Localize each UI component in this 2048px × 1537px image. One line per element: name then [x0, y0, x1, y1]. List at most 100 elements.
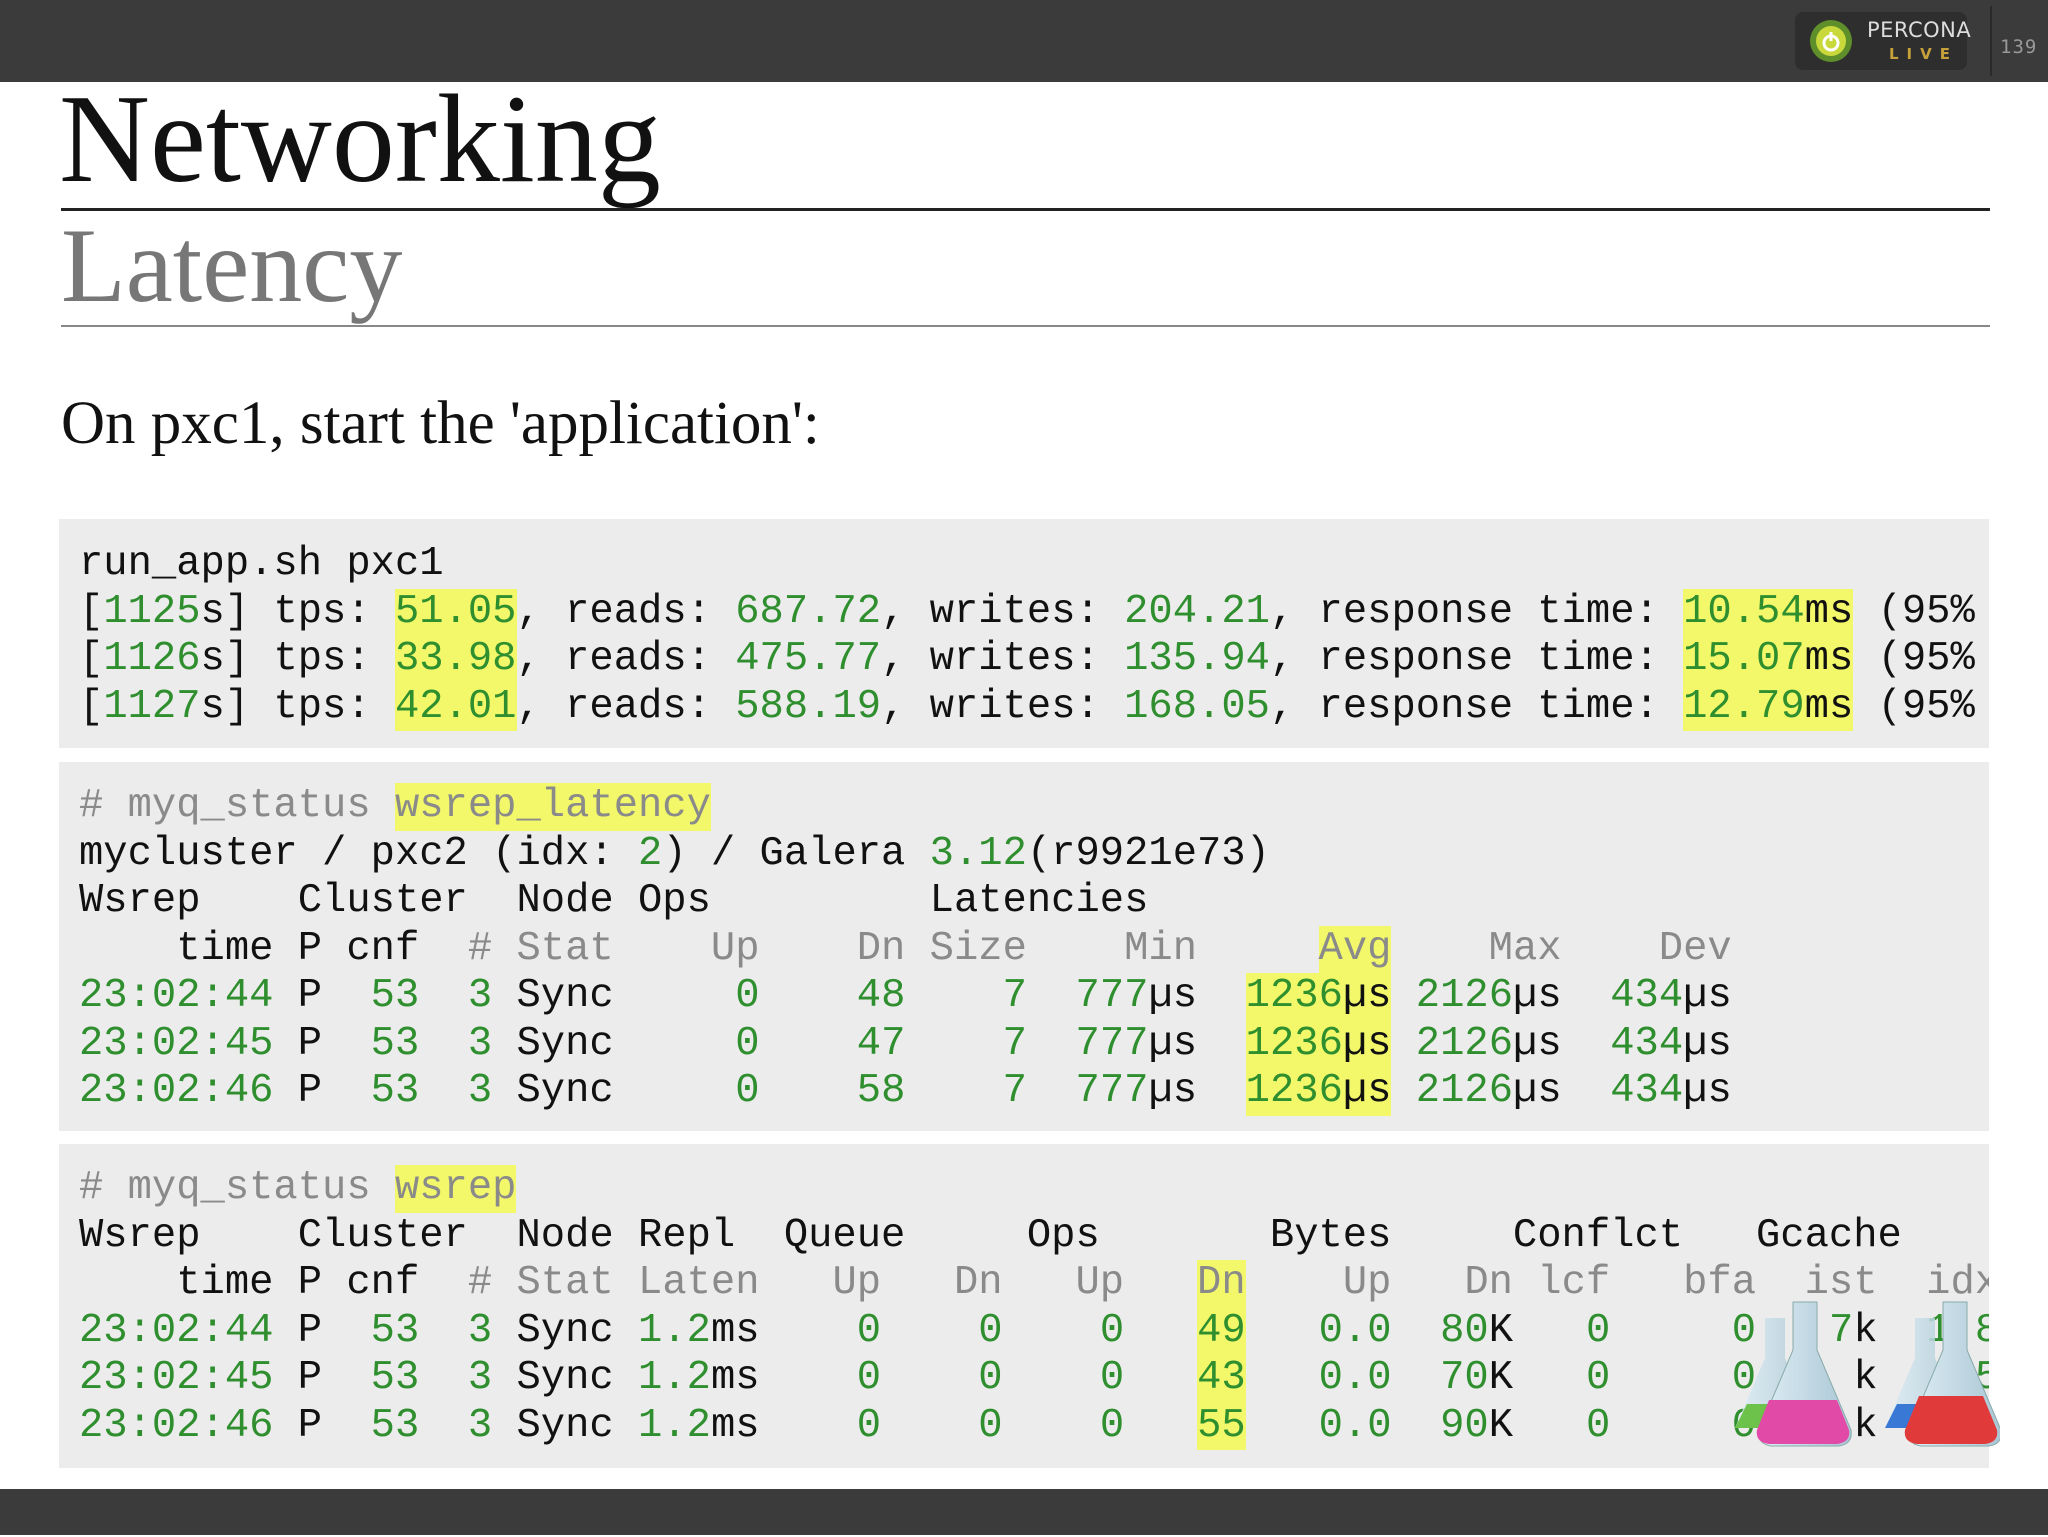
code-line: [1125s] tps: 51.05, reads: 687.72, write… — [79, 588, 1989, 636]
code-text: 0 — [1099, 1355, 1125, 1401]
code-text: 1236 — [1245, 1068, 1343, 1116]
code-line: 23:02:44 P 53 3 Sync 1.2ms 0 0 0 49 0.0 … — [79, 1307, 1989, 1356]
code-text — [1392, 1403, 1441, 1451]
code-block: # myq_status wsrep_latency mycluster / px… — [59, 762, 1989, 1131]
code-text: # myq_status — [79, 783, 395, 829]
code-text: 2 — [638, 830, 663, 877]
code-text: wsrep — [394, 1165, 517, 1213]
code-text: K — [1488, 1402, 1586, 1449]
code-text: # — [467, 1260, 493, 1306]
code-text: 1236 — [1245, 973, 1343, 1021]
code-text: , reads: — [516, 636, 736, 682]
code-text: µs — [1148, 973, 1246, 1019]
code-text — [419, 1403, 468, 1451]
page-number: 139 — [2000, 36, 2038, 58]
code-text — [1610, 1355, 1732, 1403]
code-text: 2126 — [1415, 973, 1514, 1019]
code-text: 0 — [1099, 1307, 1125, 1354]
code-text: 0 — [1585, 1355, 1611, 1401]
code-text — [1391, 1021, 1415, 1069]
code-text: 23:02:45 — [79, 1355, 274, 1401]
code-text: 12.79 — [1683, 683, 1805, 731]
code-text: 53 — [370, 1402, 420, 1449]
subtitle: Latency — [61, 207, 403, 324]
code-text: 434 — [1610, 973, 1684, 1019]
code-text: 3 — [467, 973, 493, 1019]
code-text: 42.01 — [394, 683, 517, 731]
code-line: Wsrep Cluster Node Ops Latencies — [79, 878, 1989, 926]
code-text: Avg — [1318, 925, 1392, 973]
code-text: 204.21 — [1124, 588, 1270, 635]
code-text: s] tps: — [200, 636, 395, 682]
code-text — [760, 1068, 857, 1116]
code-text: 1.2 — [638, 1307, 711, 1354]
code-text: 0 — [856, 1307, 882, 1354]
code-text: k — [1756, 1355, 1975, 1401]
code-text — [1391, 1068, 1415, 1116]
code-text — [1610, 1308, 1732, 1356]
code-text: µs — [1148, 1068, 1246, 1114]
code-text: , reads: — [516, 588, 736, 635]
code-text: µs — [1342, 1068, 1392, 1116]
code-text: 33.98 — [394, 636, 517, 684]
code-text: ) / Galera — [662, 830, 930, 877]
code-text: Wsrep Cluster Node Repl Queue Ops Bytes … — [79, 1212, 1902, 1259]
code-text: 1127 — [103, 683, 201, 730]
code-text: 7 — [1002, 973, 1027, 1019]
code-text: P — [273, 973, 371, 1019]
code-text: µs — [1342, 1020, 1392, 1068]
code-text: 0 — [1099, 1402, 1125, 1449]
code-text: [ — [79, 588, 104, 635]
code-text: , response time: — [1269, 683, 1684, 730]
code-text: 90 — [1440, 1402, 1489, 1449]
code-text: 0.0 — [1318, 1402, 1392, 1449]
code-text: 0 — [735, 1020, 760, 1067]
code-text: 777 — [1075, 1068, 1149, 1114]
code-text: 3 — [467, 1068, 493, 1114]
code-text: 777 — [1075, 973, 1149, 1019]
code-text: 0.0 — [1318, 1307, 1392, 1354]
code-text: ms — [1804, 683, 1854, 731]
code-text: µs — [1148, 1020, 1246, 1067]
code-text: run_app.sh pxc1 — [79, 541, 444, 587]
code-text — [1391, 973, 1415, 1021]
code-text: 70 — [1440, 1355, 1489, 1401]
code-text: k — [1853, 1307, 1927, 1354]
code-text: Stat Laten Up Dn Up — [516, 1260, 1198, 1306]
code-text: (95% — [1853, 588, 1975, 635]
code-text: s] tps: — [200, 683, 395, 730]
code-text — [1003, 1403, 1100, 1451]
code-text: 23:02:45 — [79, 1020, 274, 1067]
code-line: 23:02:44 P 53 3 Sync 0 48 7 777µs 1236µs… — [79, 973, 1989, 1021]
code-text — [1003, 1355, 1100, 1403]
code-text: k — [1853, 1402, 1878, 1449]
code-line: 23:02:45 P 53 3 Sync 1.2ms 0 0 0 43 0.0 … — [79, 1355, 1989, 1403]
code-text: ms — [710, 1355, 857, 1401]
code-text: 1.2 — [638, 1402, 711, 1449]
code-text: Sync — [492, 1307, 639, 1354]
bottom-bar — [0, 1489, 2048, 1535]
code-text — [881, 1403, 978, 1451]
code-text: 58 — [856, 1068, 906, 1114]
code-text: s] tps: — [200, 588, 395, 635]
code-text: 8 — [1974, 1307, 1989, 1354]
code-text: P — [273, 1355, 371, 1401]
code-text — [905, 1068, 1002, 1116]
code-line: [1127s] tps: 42.01, reads: 588.19, write… — [79, 683, 1989, 731]
code-text: 0 — [1731, 1307, 1757, 1354]
code-line: [1126s] tps: 33.98, reads: 475.77, write… — [79, 636, 1989, 684]
code-line: # myq_status wsrep_latency — [79, 783, 1989, 831]
code-text: # myq_status — [79, 1165, 395, 1211]
code-text: 475.77 — [735, 636, 882, 682]
code-text: 0 — [978, 1307, 1003, 1354]
code-text: 0 — [978, 1402, 1003, 1449]
code-text: Sync — [492, 1355, 639, 1401]
code-text: µs — [1683, 1020, 1732, 1067]
code-text: 23:02:44 — [79, 973, 274, 1019]
code-text: 53 — [370, 1020, 420, 1067]
code-text: 3 — [467, 1020, 493, 1067]
code-text — [1027, 1021, 1076, 1069]
code-text: 43 — [1197, 1355, 1246, 1403]
code-text: 0 — [856, 1402, 882, 1449]
code-text: 168.05 — [1124, 683, 1270, 730]
